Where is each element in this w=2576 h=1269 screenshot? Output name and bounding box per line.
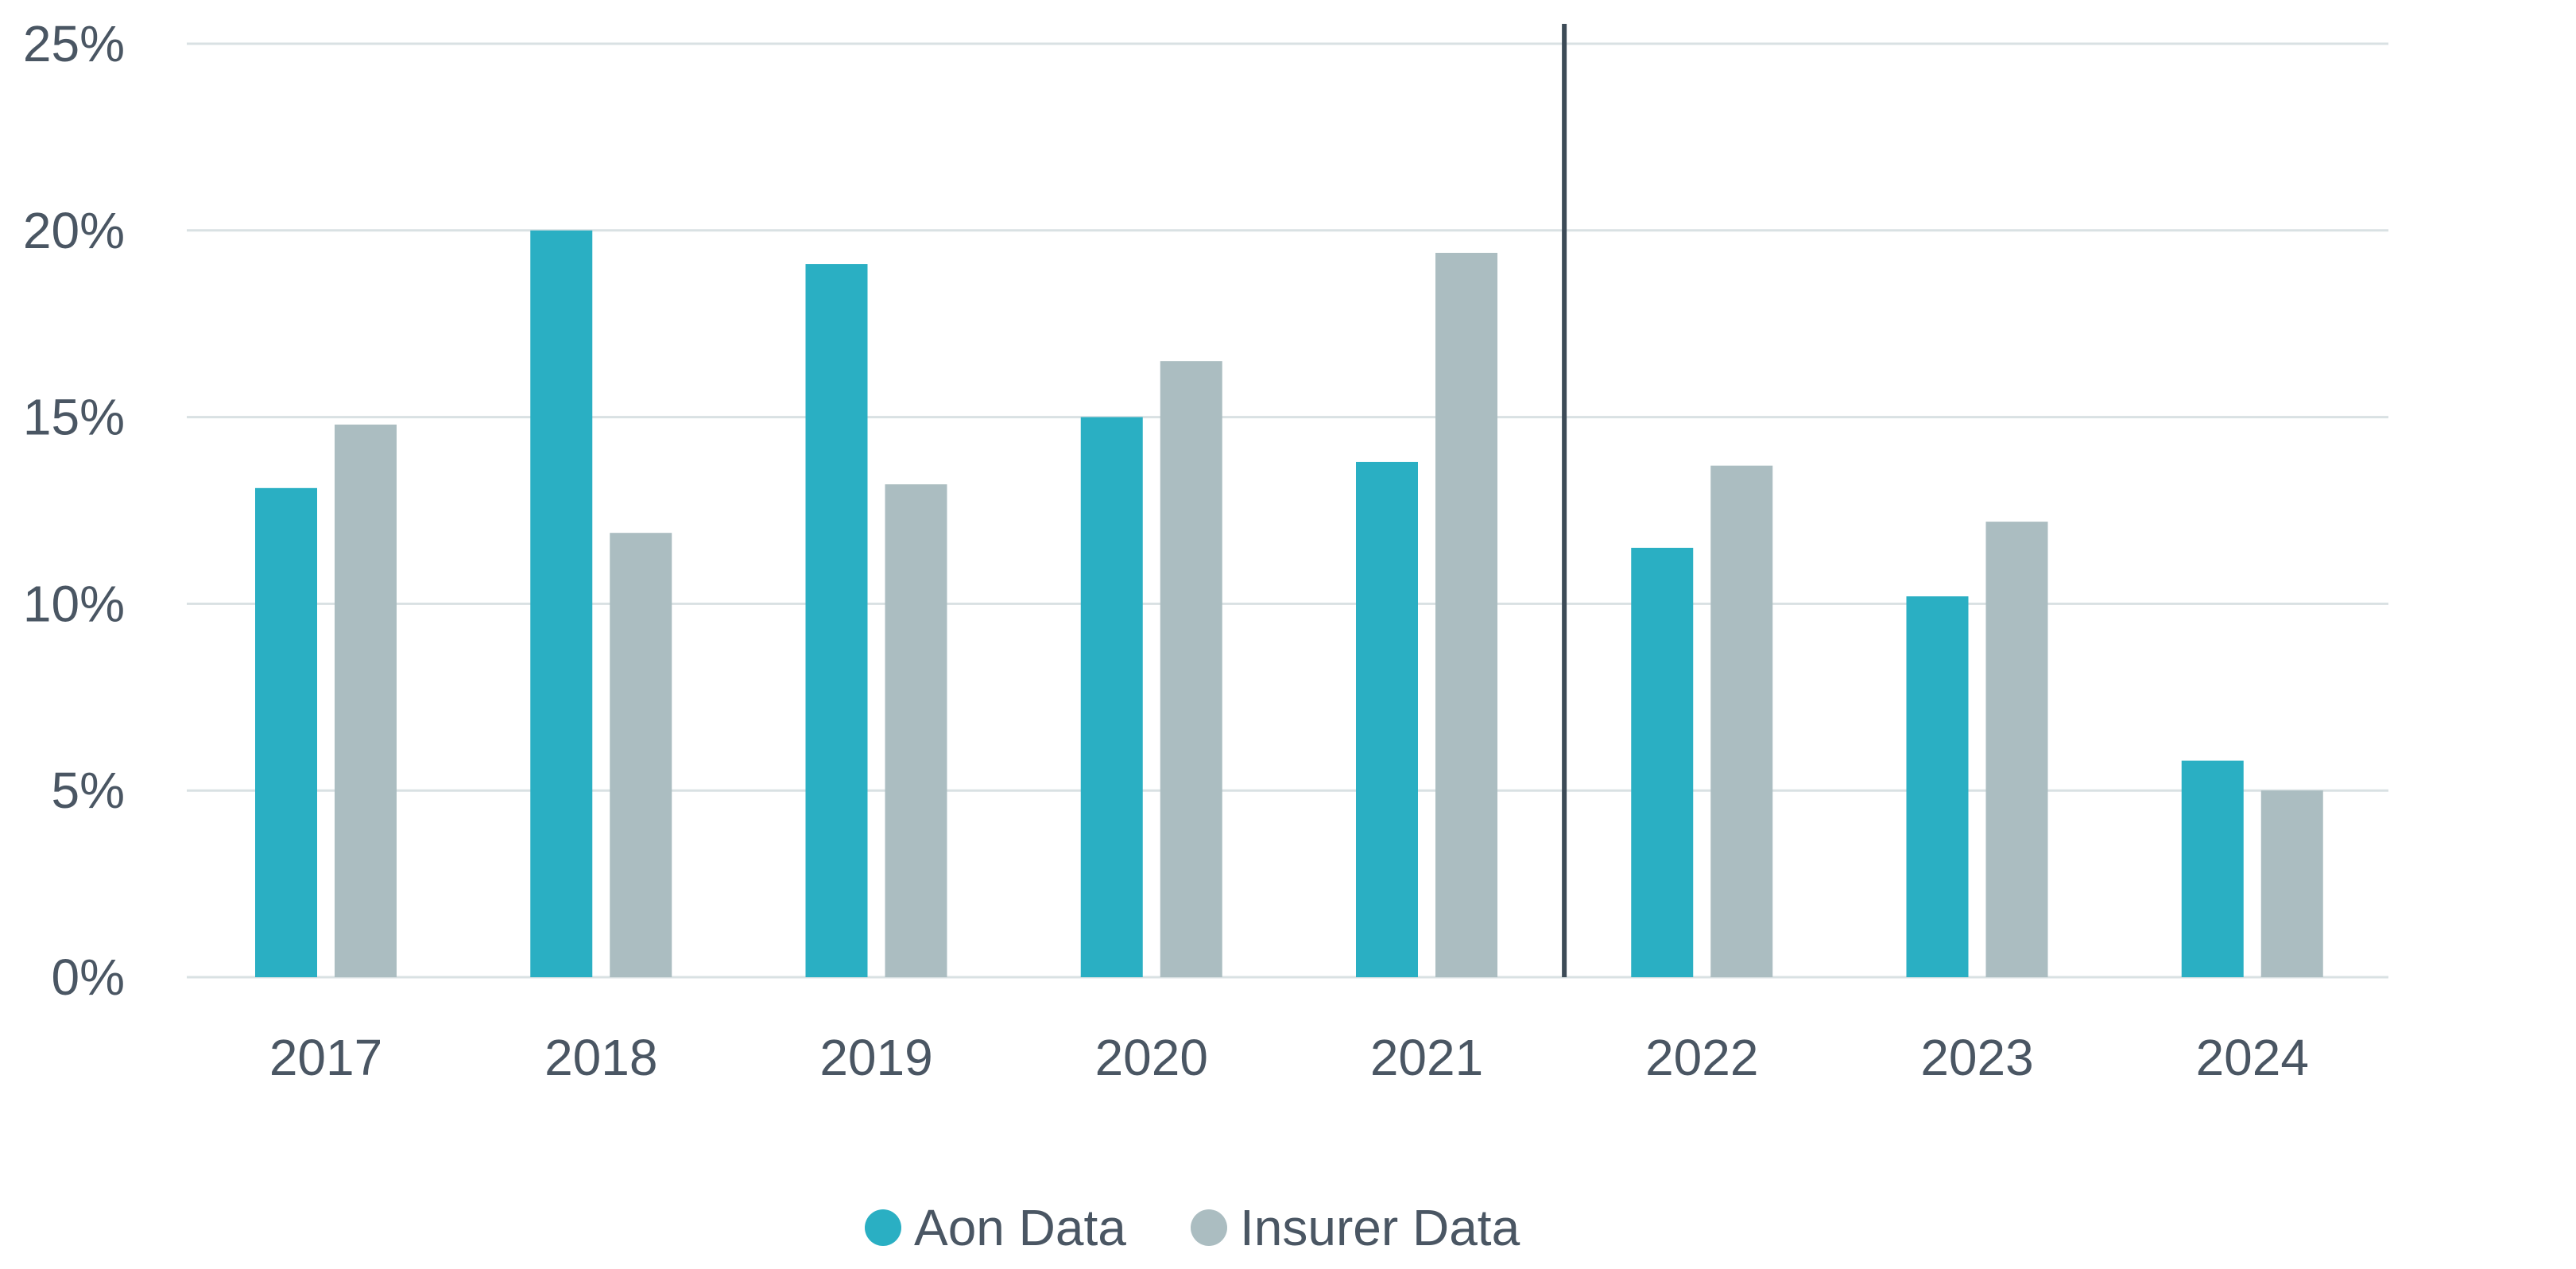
- y-tick-label: 5%: [52, 762, 126, 819]
- legend-label-insurer-data: Insurer Data: [1240, 1199, 1520, 1256]
- y-tick-label: 0%: [52, 949, 126, 1006]
- x-tick-label: 2019: [819, 1029, 932, 1086]
- bar-aon-data-2020: [1080, 417, 1143, 977]
- x-tick-label: 2021: [1370, 1029, 1483, 1086]
- y-axis-tick-labels: 0% 5% 10% 15% 20% 25%: [23, 15, 125, 1006]
- bars: [255, 230, 2323, 978]
- y-tick-label: 10%: [23, 575, 125, 632]
- x-tick-label: 2024: [2196, 1029, 2309, 1086]
- bar-aon-data-2024: [2181, 760, 2244, 977]
- legend-swatch-insurer-data: [1191, 1209, 1227, 1246]
- bar-insurer-data-2022: [1710, 465, 1773, 977]
- bar-insurer-data-2023: [1985, 522, 2048, 977]
- legend-swatch-aon-data: [865, 1209, 901, 1246]
- bar-insurer-data-2017: [335, 424, 397, 977]
- legend-label-aon-data: Aon Data: [914, 1199, 1126, 1256]
- bar-aon-data-2018: [530, 230, 593, 977]
- x-axis-tick-labels: 2017 2018 2019 2020 2021 2022 2023 2024: [269, 1029, 2309, 1086]
- y-tick-label: 25%: [23, 15, 125, 72]
- x-tick-label: 2020: [1095, 1029, 1208, 1086]
- x-tick-label: 2018: [544, 1029, 657, 1086]
- bar-aon-data-2021: [1356, 461, 1418, 977]
- bar-insurer-data-2021: [1435, 252, 1497, 977]
- bar-aon-data-2023: [1906, 596, 1969, 977]
- bar-insurer-data-2024: [2260, 790, 2323, 977]
- bar-aon-data-2017: [255, 487, 317, 977]
- x-tick-label: 2022: [1645, 1029, 1758, 1086]
- legend: Aon Data Insurer Data: [865, 1199, 1520, 1256]
- x-tick-label: 2017: [269, 1029, 382, 1086]
- bar-insurer-data-2020: [1160, 361, 1222, 977]
- bar-aon-data-2022: [1631, 547, 1694, 977]
- grid-lines: [187, 42, 2388, 979]
- bar-aon-data-2019: [805, 264, 868, 978]
- bar-insurer-data-2019: [885, 484, 947, 977]
- y-tick-label: 15%: [23, 389, 125, 446]
- y-tick-label: 20%: [23, 202, 125, 259]
- x-tick-label: 2023: [1920, 1029, 2033, 1086]
- bar-insurer-data-2018: [610, 533, 672, 977]
